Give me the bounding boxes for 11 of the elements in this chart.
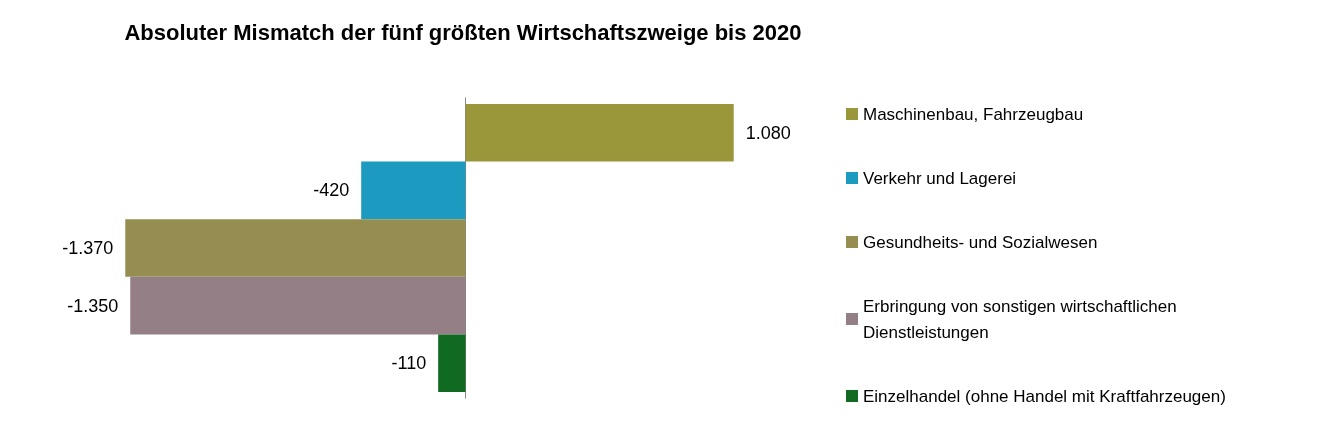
data-label: -1.370 [62, 238, 114, 258]
legend-label: Verkehr und Lagerei [863, 168, 1017, 188]
chart-title: Absoluter Mismatch der fünf größten Wirtschaftszweige bis 2020 [124, 19, 802, 45]
data-label: -420 [313, 180, 350, 201]
data-label: -1.350 [67, 295, 119, 316]
legend-label: Erbringung von sonstigen wirtschaftlichen Dienstleistungen [863, 296, 1182, 342]
legend-label: Maschinenbau, Fahrzeugbau [863, 104, 1084, 124]
data-label: 1.080 [745, 122, 791, 143]
data-label: -110 [391, 353, 427, 374]
legend-label: Einzelhandel (ohne Handel mit Kraftfahrzeugen) [863, 386, 1226, 406]
legend-label: Gesundheits- und Sozialwesen [863, 232, 1098, 252]
